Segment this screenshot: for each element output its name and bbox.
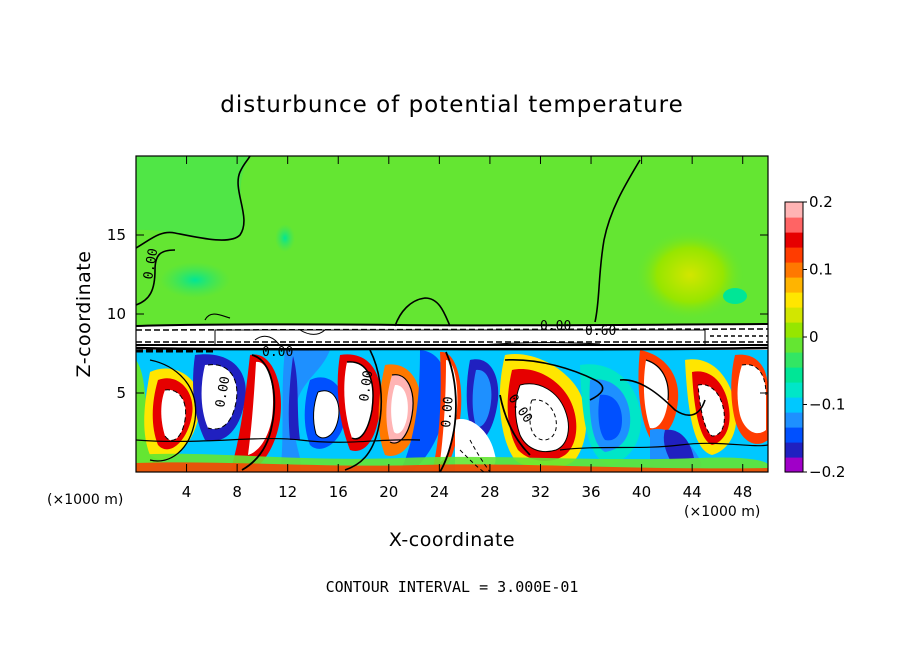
x-unit-label: (×1000 m) bbox=[684, 504, 760, 520]
x-tick-label: 36 bbox=[581, 483, 600, 501]
colorbar-tick-label: 0 bbox=[809, 328, 819, 346]
y-tick-label: 15 bbox=[107, 226, 126, 244]
colorbar-swatch bbox=[785, 307, 803, 323]
x-tick-label: 48 bbox=[733, 483, 752, 501]
colorbar-swatch bbox=[785, 427, 803, 443]
contour-labels: 0.00 0.00 0.00 0.00 0.00 0.00 0.00 0.60 bbox=[141, 247, 616, 428]
x-tick-label: 44 bbox=[683, 483, 702, 501]
x-tick-label: 8 bbox=[232, 483, 242, 501]
x-tick-label: 40 bbox=[632, 483, 651, 501]
colorbar-swatch bbox=[785, 337, 803, 353]
colorbar bbox=[784, 201, 804, 473]
colorbar-swatch bbox=[785, 397, 803, 413]
contour-interval-text: CONTOUR INTERVAL = 3.000E-01 bbox=[326, 578, 579, 596]
colorbar-swatch bbox=[785, 442, 803, 458]
y-tick-label: 10 bbox=[107, 305, 126, 323]
colorbar-swatch bbox=[785, 352, 803, 368]
colorbar-swatch bbox=[785, 367, 803, 383]
x-tick-label: 24 bbox=[430, 483, 449, 501]
y-axis-label: Z-coordinate bbox=[73, 251, 95, 378]
contour-label: 0.00 bbox=[213, 375, 233, 408]
colorbar-ticks: 0.2 0.1 0 −0.1 −0.2 bbox=[803, 193, 845, 481]
plot-area: 0.00 0.00 0.00 0.00 0.00 0.00 0.00 0.60 bbox=[136, 156, 768, 472]
colorbar-swatch bbox=[785, 247, 803, 263]
contour-label: 0.60 bbox=[585, 324, 616, 339]
upper-field-patch bbox=[723, 288, 747, 304]
x-tick-label: 12 bbox=[278, 483, 297, 501]
x-axis-label: X-coordinate bbox=[389, 529, 515, 551]
contour-label: 0.00 bbox=[439, 396, 457, 429]
colorbar-swatch bbox=[785, 457, 803, 473]
colorbar-swatch bbox=[785, 292, 803, 308]
upper-field-patch bbox=[160, 262, 230, 298]
x-tick-label: 32 bbox=[531, 483, 550, 501]
contour-label: 0.00 bbox=[262, 345, 293, 360]
colorbar-swatch bbox=[785, 232, 803, 248]
x-tick-label: 4 bbox=[182, 483, 192, 501]
colorbar-tick-label: 0.2 bbox=[809, 193, 833, 211]
colorbar-swatch bbox=[785, 217, 803, 233]
upper-field-patch bbox=[136, 156, 250, 241]
colorbar-swatch bbox=[785, 322, 803, 338]
zero-contours bbox=[136, 156, 641, 327]
x-axis: 4 8 12 16 20 24 28 32 36 40 44 48 bbox=[182, 156, 752, 501]
colorbar-swatch bbox=[785, 277, 803, 293]
colorbar-tick-label: −0.1 bbox=[809, 396, 845, 414]
colorbar-swatch bbox=[785, 262, 803, 278]
colorbar-tick-label: −0.2 bbox=[809, 463, 845, 481]
colorbar-swatch bbox=[785, 202, 803, 218]
turbulent-structures bbox=[136, 350, 768, 472]
y-axis: 5 10 15 bbox=[107, 226, 768, 402]
upper-field-patch bbox=[275, 224, 295, 252]
upper-field-patch bbox=[635, 230, 745, 320]
z-unit-label: (×1000 m) bbox=[47, 492, 123, 508]
x-tick-label: 16 bbox=[329, 483, 348, 501]
x-tick-label: 20 bbox=[379, 483, 398, 501]
inversion-contours bbox=[136, 323, 768, 353]
lower-contours bbox=[136, 329, 768, 472]
contour-label: 0.00 bbox=[357, 369, 376, 402]
colorbar-tick-label: 0.1 bbox=[809, 261, 833, 279]
contour-label: 0.00 bbox=[141, 247, 161, 280]
contour-label: 0.00 bbox=[540, 319, 571, 334]
y-tick-label: 5 bbox=[116, 384, 126, 402]
colorbar-swatch bbox=[785, 382, 803, 398]
x-tick-label: 28 bbox=[480, 483, 499, 501]
chart-title: disturbunce of potential temperature bbox=[220, 92, 684, 118]
colorbar-swatch bbox=[785, 412, 803, 428]
